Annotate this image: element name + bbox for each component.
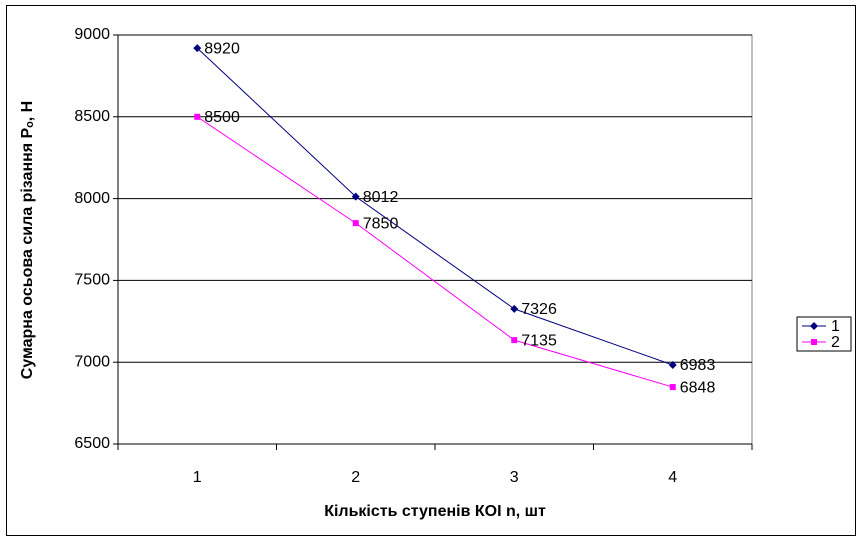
marker <box>511 337 518 344</box>
marker <box>351 192 360 201</box>
data-label: 8920 <box>204 40 240 57</box>
marker <box>668 360 677 369</box>
marker <box>194 113 201 120</box>
marker <box>193 44 202 53</box>
data-label: 6983 <box>680 357 716 374</box>
data-label: 7326 <box>521 301 557 318</box>
marker <box>810 322 818 330</box>
x-axis-label: Кількість ступенів КОІ n, шт <box>324 503 546 520</box>
y-tick-label: 8500 <box>74 108 110 125</box>
plot-area <box>117 34 753 445</box>
y-axis-label: Сумарна осьова сила різання Рₒ, Н <box>19 101 36 379</box>
y-tick-label: 9000 <box>74 26 110 43</box>
series-line <box>196 47 673 366</box>
x-tick-label: 2 <box>351 469 360 486</box>
data-label: 8012 <box>363 189 399 206</box>
y-tick-label: 7000 <box>74 353 110 370</box>
marker <box>510 304 519 313</box>
data-label: 6848 <box>680 379 716 396</box>
y-tick-label: 7500 <box>74 272 110 289</box>
series-line <box>196 116 673 388</box>
data-label: 7850 <box>363 215 399 232</box>
x-tick-label: 3 <box>510 469 519 486</box>
y-tick-label: 6500 <box>74 435 110 452</box>
marker <box>352 220 359 227</box>
legend-label: 2 <box>831 334 840 351</box>
data-label: 8500 <box>204 109 240 126</box>
legend-label: 1 <box>831 318 840 335</box>
legend-box <box>796 316 852 352</box>
data-label: 7135 <box>521 332 557 349</box>
y-tick-label: 8000 <box>74 190 110 207</box>
x-tick-label: 4 <box>668 469 677 486</box>
marker <box>811 339 817 345</box>
x-tick-label: 1 <box>193 469 202 486</box>
marker <box>669 384 676 391</box>
